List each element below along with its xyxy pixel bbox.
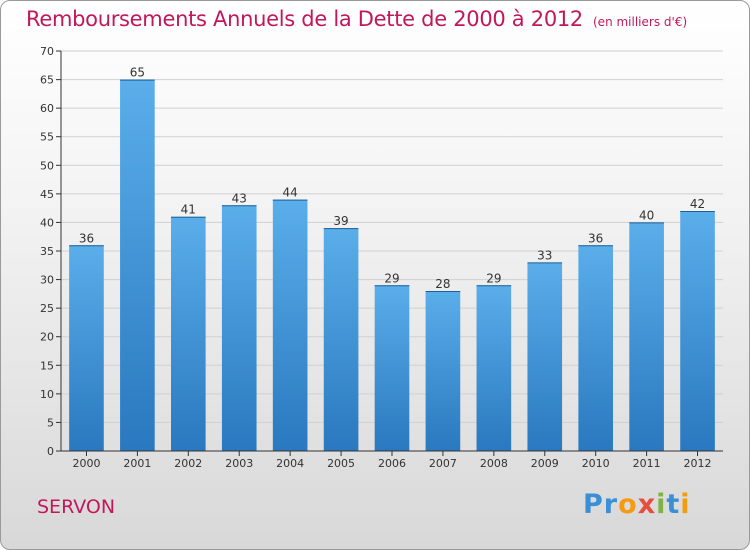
logo-letter: i: [656, 489, 667, 520]
logo-letter: r: [603, 489, 619, 520]
x-tick-label-2000: 2000: [72, 457, 100, 470]
y-tick-label: 0: [47, 445, 54, 458]
bar-2000: [69, 245, 104, 451]
y-tick-label: 30: [40, 274, 54, 287]
bar-2005: [323, 228, 359, 451]
bar-2007: [425, 291, 461, 451]
x-tick-label-2006: 2006: [378, 457, 406, 470]
x-tick-label-2010: 2010: [582, 457, 610, 470]
y-tick-label: 65: [40, 74, 54, 87]
x-tick-label-2003: 2003: [225, 457, 253, 470]
y-tick-label: 50: [40, 159, 54, 172]
data-label-2004: 44: [283, 186, 298, 200]
data-label-2000: 36: [79, 231, 94, 245]
x-tick-label-2004: 2004: [276, 457, 304, 470]
x-tick-label-2007: 2007: [429, 457, 457, 470]
bar-2003: [221, 205, 257, 451]
y-tick-label: 15: [40, 359, 54, 372]
data-labels: 36 65 41 43 44 39 29 28 29 33 36 40 42: [79, 66, 705, 291]
y-tick-label: 45: [40, 188, 54, 201]
y-tick-label: 70: [40, 45, 54, 58]
x-tick-label-2009: 2009: [531, 457, 559, 470]
y-tick-label: 25: [40, 302, 54, 315]
y-tick-label: 10: [40, 388, 54, 401]
data-label-2001: 65: [130, 66, 145, 80]
bar-2008: [476, 285, 512, 451]
x-tick-label-2012: 2012: [684, 457, 712, 470]
data-label-2010: 36: [588, 231, 603, 245]
y-tick-label: 55: [40, 131, 54, 144]
logo-letter: P: [583, 489, 604, 520]
logo-letter: o: [618, 489, 638, 520]
y-tick-label: 60: [40, 102, 54, 115]
data-label-2012: 42: [690, 197, 705, 211]
x-tick-label-2001: 2001: [123, 457, 151, 470]
title-row: Remboursements Annuels de la Dette de 20…: [26, 7, 687, 31]
bar-2012: [680, 211, 715, 451]
logo-letter: t: [666, 489, 681, 520]
x-tick-label-2005: 2005: [327, 457, 355, 470]
data-label-2011: 40: [639, 208, 654, 222]
bar-2006: [374, 285, 410, 451]
commune-name: SERVON: [37, 496, 116, 518]
data-label-2006: 29: [384, 271, 399, 285]
data-label-2008: 29: [486, 271, 501, 285]
axes: 0 5 10 15 20 25 30 35 40 45 50 55 60 65 70 2000 2001 2002…: [40, 45, 723, 470]
data-label-2002: 41: [181, 203, 196, 217]
logo-letter: x: [637, 489, 657, 520]
bar-2009: [527, 262, 563, 451]
proxiti-logo: Proxiti: [583, 489, 691, 520]
y-tick-label: 5: [47, 416, 54, 429]
chart-subtitle: (en milliers d'€): [593, 15, 688, 29]
bar-2001: [120, 79, 155, 452]
bar-2010: [578, 245, 614, 451]
bars: [69, 79, 715, 452]
y-tick-label: 40: [40, 216, 54, 229]
data-label-2009: 33: [537, 248, 552, 262]
logo-letter: i: [680, 489, 691, 520]
data-label-2007: 28: [435, 277, 450, 291]
data-label-2003: 43: [232, 191, 247, 205]
bar-2002: [170, 216, 206, 451]
y-tick-label: 20: [40, 331, 54, 344]
data-label-2005: 39: [333, 214, 348, 228]
y-tick-label: 35: [40, 245, 54, 258]
chart-title: Remboursements Annuels de la Dette de 20…: [26, 7, 583, 31]
x-tick-label-2011: 2011: [633, 457, 661, 470]
x-tick-label-2008: 2008: [480, 457, 508, 470]
bar-2004: [272, 199, 308, 451]
bar-2011: [629, 222, 664, 451]
x-tick-label-2002: 2002: [174, 457, 202, 470]
